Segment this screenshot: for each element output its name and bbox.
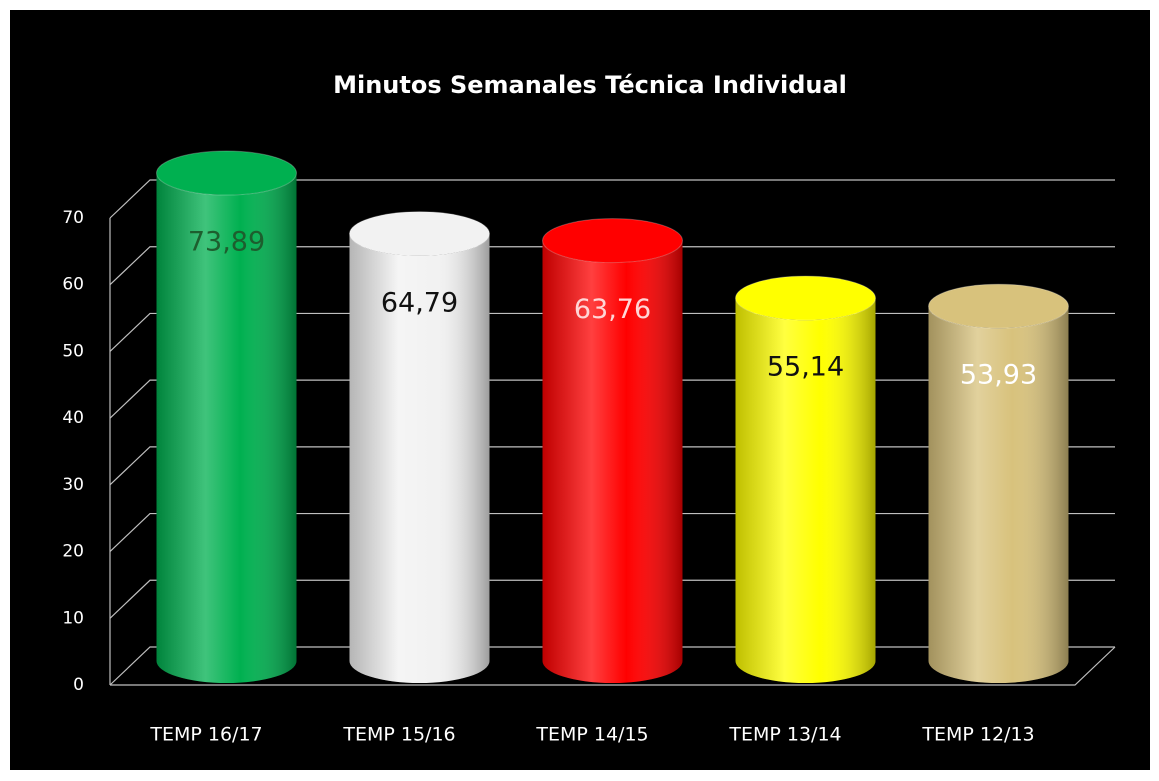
value-label: 63,76 (574, 294, 651, 325)
y-tick-label: 60 (62, 275, 84, 295)
x-tick-label: TEMP 15/16 (342, 724, 455, 746)
y-tick-label: 10 (62, 608, 84, 628)
value-label: 73,89 (188, 227, 265, 258)
bar-top (156, 150, 297, 196)
y-tick-label: 40 (62, 408, 84, 428)
value-label: 64,79 (381, 287, 458, 318)
y-tick-label: 20 (62, 542, 84, 562)
y-tick-label: 70 (62, 208, 84, 228)
x-tick-label: TEMP 14/15 (535, 724, 648, 746)
grid-line (109, 179, 1115, 219)
bar-top (349, 211, 490, 257)
bar-shading (542, 240, 683, 684)
bar-shading (156, 173, 297, 683)
bar-top (928, 283, 1069, 329)
y-tick-label: 0 (73, 675, 84, 695)
bar-top (542, 218, 683, 264)
value-label: 53,93 (960, 360, 1037, 391)
y-tick-label: 50 (62, 341, 84, 361)
y-tick-label: 30 (62, 475, 84, 495)
bar-shading (735, 298, 876, 683)
bar-top (735, 275, 876, 321)
x-tick-label: TEMP 12/13 (921, 724, 1034, 746)
floor-edge (110, 646, 1116, 686)
bar-shading (928, 306, 1069, 683)
x-tick-label: TEMP 16/17 (149, 724, 262, 746)
bar-shading (349, 233, 490, 683)
x-tick-label: TEMP 13/14 (728, 724, 841, 746)
chart-title: Minutos Semanales Técnica Individual (333, 71, 847, 99)
value-label: 55,14 (767, 352, 844, 383)
grid-line (109, 246, 1115, 286)
